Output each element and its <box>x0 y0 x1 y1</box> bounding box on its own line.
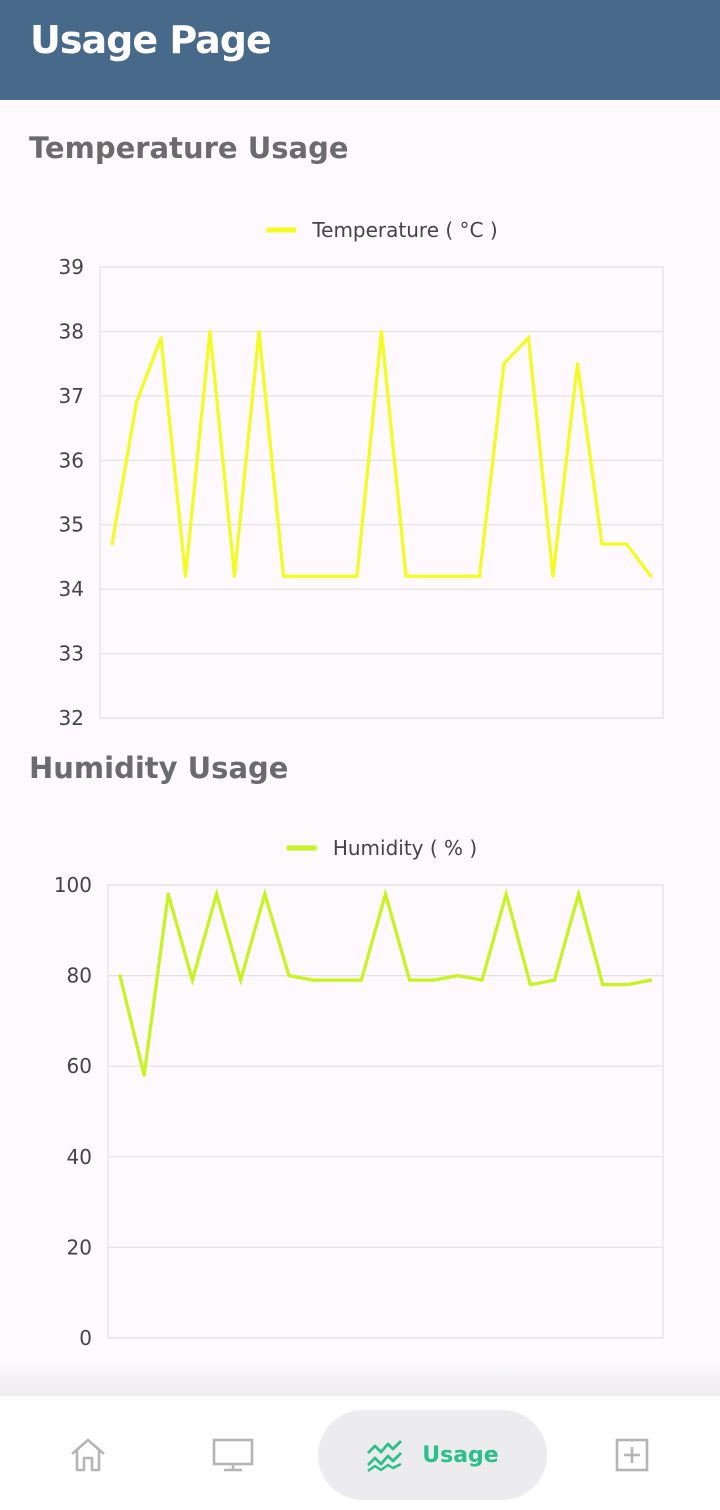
bottom-nav: Usage <box>0 1396 720 1510</box>
y-tick-label: 40 <box>67 1145 92 1169</box>
data-point <box>208 329 212 333</box>
data-point <box>359 978 363 982</box>
data-point <box>478 574 481 578</box>
chart-legend: Humidity ( % ) <box>286 836 477 860</box>
y-tick-label: 20 <box>67 1235 92 1259</box>
monitor-icon <box>212 1438 254 1472</box>
nav-shadow <box>0 1360 720 1396</box>
data-point <box>552 978 556 982</box>
nav-item-usage-label: Usage <box>422 1442 499 1468</box>
y-tick-label: 36 <box>59 448 84 472</box>
plot-frame <box>107 884 664 1339</box>
y-tick-label: 60 <box>67 1054 92 1078</box>
nav-item-monitor[interactable] <box>183 1410 283 1500</box>
data-point <box>335 978 339 982</box>
data-point <box>625 983 629 987</box>
data-point <box>311 978 315 982</box>
add-box-icon <box>615 1438 649 1472</box>
nav-item-add[interactable] <box>582 1410 682 1500</box>
y-tick-label: 34 <box>59 577 84 601</box>
y-tick-label: 35 <box>59 513 84 537</box>
data-point <box>429 574 432 578</box>
page-title: Usage Page <box>30 18 272 62</box>
data-point <box>404 574 408 578</box>
data-point <box>480 978 484 982</box>
nav-item-home[interactable] <box>38 1410 138 1500</box>
data-point <box>331 574 334 578</box>
data-point <box>432 978 436 982</box>
data-point <box>166 892 170 896</box>
y-tick-label: 39 <box>59 255 84 279</box>
data-point <box>135 400 138 404</box>
data-point <box>118 974 122 978</box>
chart-icon <box>367 1440 403 1472</box>
humidity-section-title: Humidity Usage <box>29 751 289 785</box>
data-point <box>355 574 359 578</box>
y-tick-label: 80 <box>67 964 92 988</box>
data-point <box>282 574 285 578</box>
data-point <box>263 892 267 896</box>
temperature-chart: 39 38 37 36 35 34 33 32 Temperature ( °C ) <box>59 218 664 730</box>
y-tick-label: 100 <box>54 873 92 897</box>
y-tick-label: 38 <box>59 319 84 343</box>
data-point <box>456 974 460 978</box>
data-point <box>110 542 114 546</box>
temperature-section-title: Temperature Usage <box>29 131 349 165</box>
data-point <box>239 978 243 982</box>
data-point <box>504 892 508 896</box>
data-point <box>215 892 219 896</box>
series-line <box>110 331 653 578</box>
data-point <box>577 892 581 896</box>
data-point <box>502 362 506 366</box>
data-point <box>190 978 194 982</box>
data-point <box>527 336 530 340</box>
data-point <box>551 574 555 578</box>
data-point <box>142 1073 146 1077</box>
y-tick-label: 32 <box>59 706 84 730</box>
data-point <box>649 574 653 578</box>
data-point <box>625 542 628 546</box>
data-point <box>257 329 261 333</box>
data-point <box>453 574 457 578</box>
y-tick-label: 37 <box>59 384 84 408</box>
y-tick-label: 33 <box>59 642 84 666</box>
data-point <box>287 974 291 978</box>
data-point <box>306 574 310 578</box>
data-point <box>600 542 604 546</box>
app-bar: Usage Page <box>0 0 720 100</box>
nav-item-usage[interactable]: Usage <box>318 1410 547 1500</box>
data-point <box>233 574 236 578</box>
data-point <box>576 362 579 366</box>
chart-legend: Temperature ( °C ) <box>266 218 498 242</box>
humidity-chart: 100 80 60 40 20 0 Humidity ( % ) <box>54 836 664 1350</box>
data-point <box>380 329 383 333</box>
data-point <box>649 978 653 982</box>
data-point <box>601 983 605 987</box>
legend-label: Temperature ( °C ) <box>311 218 497 242</box>
y-tick-label: 0 <box>79 1326 92 1350</box>
data-point <box>159 336 163 340</box>
legend-label: Humidity ( % ) <box>333 836 477 860</box>
data-point <box>528 983 532 987</box>
data-point <box>184 574 187 578</box>
home-icon <box>71 1438 105 1472</box>
series-line <box>118 887 652 1076</box>
data-point <box>408 978 412 982</box>
data-point <box>384 892 387 896</box>
plot-frame <box>99 266 664 719</box>
